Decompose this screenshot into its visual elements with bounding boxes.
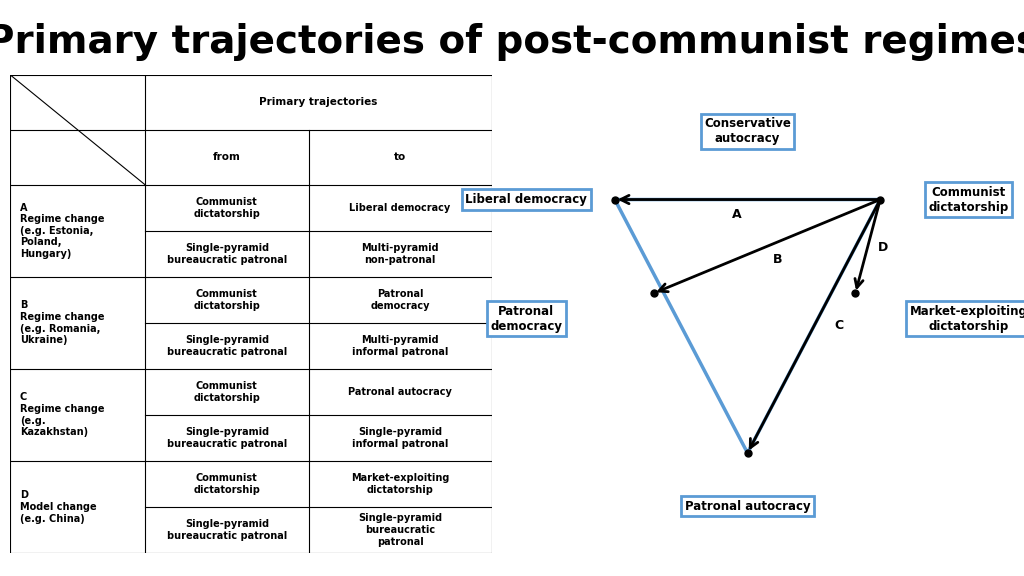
Text: Liberal democracy: Liberal democracy bbox=[465, 193, 588, 206]
Text: Patronal autocracy: Patronal autocracy bbox=[348, 387, 452, 397]
Text: Market-exploiting
dictatorship: Market-exploiting dictatorship bbox=[351, 473, 450, 495]
Text: from: from bbox=[213, 152, 241, 162]
Text: Patronal autocracy: Patronal autocracy bbox=[685, 500, 810, 513]
Text: to: to bbox=[394, 152, 407, 162]
Text: Communist
dictatorship: Communist dictatorship bbox=[194, 197, 260, 218]
Text: D: D bbox=[878, 241, 888, 254]
Text: Single-pyramid
bureaucratic patronal: Single-pyramid bureaucratic patronal bbox=[167, 519, 287, 541]
Text: Multi-pyramid
non-patronal: Multi-pyramid non-patronal bbox=[361, 243, 439, 264]
Text: C: C bbox=[835, 319, 844, 332]
Text: Communist
dictatorship: Communist dictatorship bbox=[194, 473, 260, 495]
Text: B: B bbox=[773, 253, 782, 266]
Text: C
Regime change
(e.g.
Kazakhstan): C Regime change (e.g. Kazakhstan) bbox=[19, 392, 104, 437]
Text: Single-pyramid
bureaucratic
patronal: Single-pyramid bureaucratic patronal bbox=[358, 513, 442, 547]
Text: Patronal
democracy: Patronal democracy bbox=[371, 289, 430, 310]
Text: Single-pyramid
informal patronal: Single-pyramid informal patronal bbox=[352, 427, 449, 449]
Text: A: A bbox=[732, 209, 741, 221]
Text: Communist
dictatorship: Communist dictatorship bbox=[929, 185, 1009, 214]
Text: Liberal democracy: Liberal democracy bbox=[349, 203, 451, 213]
Text: Primary trajectories of post-communist regimes: Primary trajectories of post-communist r… bbox=[0, 23, 1024, 61]
Text: A
Regime change
(e.g. Estonia,
Poland,
Hungary): A Regime change (e.g. Estonia, Poland, H… bbox=[19, 203, 104, 259]
Text: Single-pyramid
bureaucratic patronal: Single-pyramid bureaucratic patronal bbox=[167, 335, 287, 357]
Text: Single-pyramid
bureaucratic patronal: Single-pyramid bureaucratic patronal bbox=[167, 243, 287, 264]
Text: Single-pyramid
bureaucratic patronal: Single-pyramid bureaucratic patronal bbox=[167, 427, 287, 449]
Text: Multi-pyramid
informal patronal: Multi-pyramid informal patronal bbox=[352, 335, 449, 357]
Text: Market-exploiting
dictatorship: Market-exploiting dictatorship bbox=[909, 305, 1024, 333]
Text: Primary trajectories: Primary trajectories bbox=[259, 97, 378, 107]
Text: Communist
dictatorship: Communist dictatorship bbox=[194, 381, 260, 403]
Text: Patronal
democracy: Patronal democracy bbox=[490, 305, 562, 333]
Text: Communist
dictatorship: Communist dictatorship bbox=[194, 289, 260, 310]
Text: Conservative
autocracy: Conservative autocracy bbox=[705, 117, 791, 145]
Text: D
Model change
(e.g. China): D Model change (e.g. China) bbox=[19, 490, 96, 524]
Text: B
Regime change
(e.g. Romania,
Ukraine): B Regime change (e.g. Romania, Ukraine) bbox=[19, 301, 104, 345]
